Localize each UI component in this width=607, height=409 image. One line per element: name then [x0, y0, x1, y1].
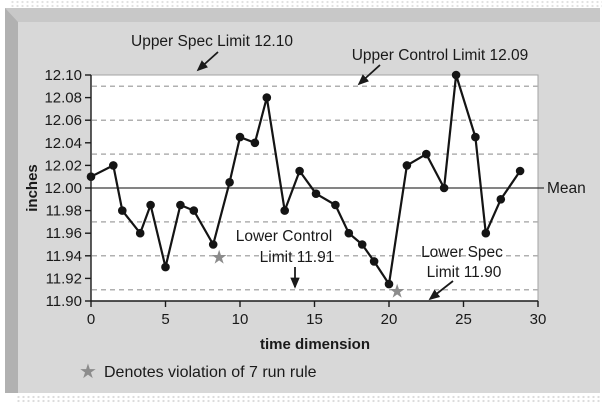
data-point [311, 189, 321, 198]
y-tick-label: 11.98 [46, 203, 82, 220]
data-point [189, 206, 199, 215]
data-point [235, 132, 245, 142]
data-point [515, 166, 525, 176]
data-point [280, 206, 290, 215]
lower-spec-limit-annotation-line1: Lower Spec [421, 244, 503, 261]
y-tick-label: 12.04 [44, 135, 82, 152]
violation-star-icon: ★ [389, 281, 406, 302]
y-tick-label: 12.02 [44, 157, 82, 174]
data-point [109, 161, 118, 170]
lower-spec-arrow [428, 280, 454, 301]
x-axis-ticks: 0 5 10 15 20 25 30 [87, 301, 547, 328]
lower-control-limit-annotation-line1: Lower Control [236, 228, 333, 245]
violation-star-icon: ★ [211, 247, 228, 268]
data-point [146, 200, 155, 210]
data-point [208, 240, 218, 249]
violation-stars: ★★ [211, 247, 406, 302]
y-tick-label: 11.92 [46, 270, 82, 287]
y-tick-label: 12.00 [44, 180, 82, 197]
x-tick-label: 5 [161, 311, 169, 328]
x-tick-label: 10 [232, 311, 249, 328]
data-point [176, 200, 185, 210]
upper-spec-arrow [196, 51, 219, 72]
upper-spec-limit-annotation: Upper Spec Limit 12.10 [131, 33, 293, 50]
data-series [86, 70, 525, 289]
data-point [331, 200, 340, 210]
data-point [439, 183, 449, 193]
data-point [422, 149, 431, 159]
x-tick-label: 15 [306, 311, 323, 328]
legend-star-icon: ★ [79, 361, 97, 383]
data-point [357, 240, 367, 249]
data-point [471, 132, 480, 142]
data-point [402, 161, 412, 170]
data-point [295, 166, 304, 176]
y-tick-label: 11.90 [46, 293, 82, 310]
data-point [135, 228, 145, 238]
y-tick-label: 12.08 [44, 90, 82, 107]
legend-label: Denotes violation of 7 run rule [104, 364, 317, 381]
data-point [496, 195, 506, 204]
upper-control-arrow [357, 64, 381, 86]
y-tick-label: 12.10 [44, 67, 82, 84]
y-axis-title: inches [24, 164, 41, 212]
y-axis-ticks: 12.10 12.08 12.06 12.04 12.02 12.00 11.98 11.96… [44, 67, 91, 310]
data-point [262, 93, 272, 102]
x-tick-label: 0 [87, 311, 95, 328]
upper-control-limit-annotation: Upper Control Limit 12.09 [352, 47, 529, 64]
halftone-shadow-top [10, 0, 602, 7]
y-tick-label: 12.06 [44, 112, 82, 129]
lower-spec-limit-annotation-line2: Limit 11.90 [427, 264, 502, 281]
data-point [451, 70, 461, 80]
x-tick-label: 20 [381, 311, 398, 328]
y-tick-label: 11.96 [46, 225, 82, 242]
mean-label: Mean [547, 180, 586, 197]
y-tick-label: 11.94 [46, 248, 82, 265]
lower-control-limit-annotation-line2: Limit 11.91 [260, 249, 335, 266]
data-point [250, 138, 260, 148]
data-point [161, 262, 170, 272]
x-axis-title: time dimension [260, 336, 370, 353]
x-tick-label: 25 [455, 311, 472, 328]
data-point [225, 178, 234, 187]
data-point [384, 279, 394, 289]
x-tick-label: 30 [530, 311, 547, 328]
halftone-shadow-bottom [16, 395, 602, 404]
data-point [481, 228, 491, 238]
data-point [344, 228, 354, 238]
sigma-gridlines [92, 85, 540, 291]
data-point [118, 206, 127, 215]
data-point [369, 257, 379, 266]
